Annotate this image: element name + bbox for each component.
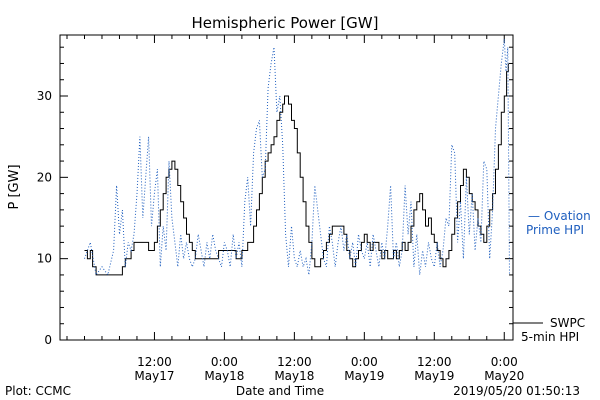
legend-swpc-line1: SWPC [550,316,585,330]
series-group [84,39,510,277]
legend-swpc-line2: 5-min HPI [521,330,579,344]
footer-plot-credit: Plot: CCMC [5,384,71,398]
y-ticks: 0 10 20 30 [37,46,513,347]
y-tick-label: 0 [44,333,52,347]
x-tick-time-label: 12:00 [137,355,172,369]
plot-area-frame [59,34,514,341]
x-tick-time-label: 0:00 [211,355,238,369]
legend-ovation-line1: — Ovation [528,209,591,223]
y-axis-label: P [GW] [7,164,22,209]
legend-ovation-line2: Prime HPI [526,223,584,237]
x-tick-date-label: May20 [484,369,524,383]
y-tick-label: 10 [37,252,52,266]
x-tick-date-label: May17 [134,369,174,383]
x-ticks: 12:00May170:00May1812:00May180:00May1912… [66,35,524,383]
x-tick-time-label: 12:00 [277,355,312,369]
series-swpc-line [84,63,509,276]
x-tick-date-label: May19 [344,369,384,383]
footer-timestamp: 2019/05/20 01:50:13 [453,384,580,398]
y-tick-label: 30 [37,89,52,103]
x-tick-date-label: May19 [414,369,454,383]
chart-title: Hemispheric Power [GW] [192,14,379,32]
x-tick-time-label: 0:00 [491,355,518,369]
legend-swpc: SWPC 5-min HPI [513,316,585,344]
y-tick-label: 20 [37,170,52,184]
x-tick-date-label: May18 [274,369,314,383]
x-axis-label: Date and Time [236,384,324,398]
x-tick-time-label: 0:00 [351,355,378,369]
x-tick-time-label: 12:00 [417,355,452,369]
series-ovation-line [84,39,510,277]
x-tick-date-label: May18 [204,369,244,383]
legend-ovation: — Ovation Prime HPI [526,209,591,237]
